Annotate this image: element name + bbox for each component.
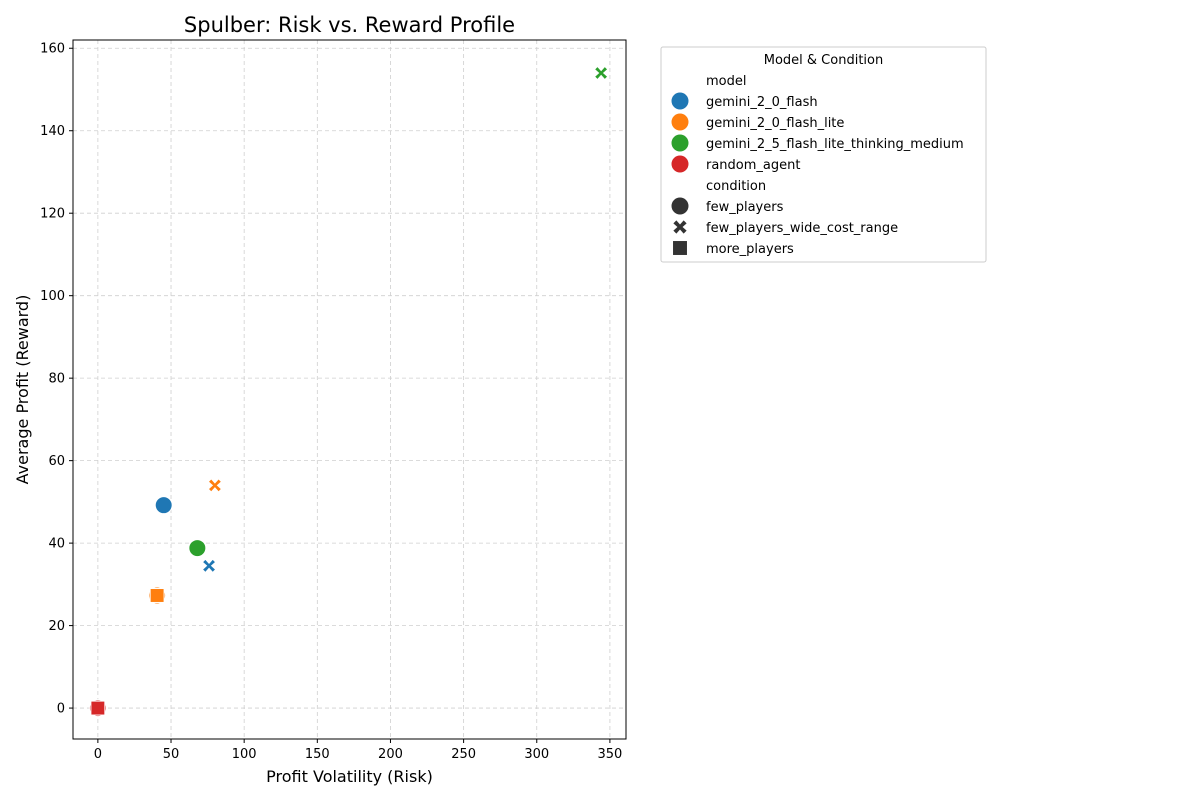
y-tick-label: 60 bbox=[48, 454, 65, 469]
legend: Model & Condition model gemini_2_0_flashg… bbox=[660, 46, 987, 263]
y-tick-label: 160 bbox=[40, 42, 65, 57]
y-tick-label: 140 bbox=[40, 124, 65, 139]
x-tick-label: 350 bbox=[597, 747, 622, 762]
data-point-gemini_2_0_flash-few_players bbox=[154, 496, 173, 515]
x-tick-label: 150 bbox=[305, 747, 330, 762]
legend-entry-condition: few_players_wide_cost_range bbox=[706, 221, 898, 236]
data-point-gemini_2_5_flash_lite_thinking_medium-few_players bbox=[188, 539, 207, 558]
y-tick-label: 20 bbox=[48, 619, 65, 634]
y-tick-label: 100 bbox=[40, 289, 65, 304]
legend-marker-gemini_2_5_flash_lite_thinking_medium bbox=[671, 134, 689, 152]
x-axis-label: Profit Volatility (Risk) bbox=[266, 767, 433, 786]
legend-entry-model: gemini_2_0_flash_lite bbox=[706, 116, 844, 131]
legend-marker-gemini_2_0_flash bbox=[671, 92, 689, 110]
x-tick-label: 250 bbox=[451, 747, 476, 762]
legend-entry-model: gemini_2_0_flash bbox=[706, 95, 818, 110]
legend-marker-more_players bbox=[673, 241, 687, 255]
x-tick-label: 100 bbox=[232, 747, 257, 762]
x-tick-label: 50 bbox=[163, 747, 180, 762]
legend-section-model: model bbox=[706, 74, 746, 89]
legend-title: Model & Condition bbox=[764, 53, 883, 68]
legend-frame bbox=[660, 46, 987, 263]
chart-title: Spulber: Risk vs. Reward Profile bbox=[184, 13, 515, 37]
y-tick-label: 80 bbox=[48, 372, 65, 387]
legend-section-condition: condition bbox=[706, 179, 766, 194]
legend-entry-condition: more_players bbox=[706, 242, 794, 257]
legend-marker-gemini_2_0_flash_lite bbox=[671, 113, 689, 131]
x-tick-label: 200 bbox=[378, 747, 403, 762]
y-tick-label: 40 bbox=[48, 537, 65, 552]
x-tick-label: 0 bbox=[94, 747, 102, 762]
data-point-random_agent-more_players bbox=[90, 700, 106, 716]
grid bbox=[73, 40, 626, 739]
data-point-gemini_2_0_flash_lite-few_players_wide_cost_range bbox=[207, 478, 223, 493]
legend-entry-condition: few_players bbox=[706, 200, 784, 215]
x-axis: 0 50 100 150 200 250 300 350 bbox=[94, 739, 622, 762]
y-tick-label: 0 bbox=[57, 702, 65, 717]
plot-area bbox=[72, 39, 627, 740]
data-point-gemini_2_0_flash-few_players_wide_cost_range bbox=[201, 558, 217, 574]
legend-marker-few_players bbox=[671, 197, 689, 215]
legend-marker-few_players_wide_cost_range bbox=[673, 220, 687, 234]
data-point-gemini_2_5_flash_lite_thinking_medium-few_players_wide_cost_range bbox=[593, 65, 609, 81]
y-tick-label: 120 bbox=[40, 207, 65, 222]
legend-entry-model: random_agent bbox=[706, 158, 800, 173]
legend-entry-model: gemini_2_5_flash_lite_thinking_medium bbox=[706, 137, 964, 152]
x-tick-label: 300 bbox=[524, 747, 549, 762]
y-axis: 0 20 40 60 80 100 120 140 160 bbox=[40, 42, 73, 717]
y-axis-label: Average Profit (Reward) bbox=[13, 295, 32, 485]
legend-marker-random_agent bbox=[671, 155, 689, 173]
data-points bbox=[88, 65, 609, 718]
data-point-gemini_2_0_flash_lite-more_players bbox=[149, 588, 165, 603]
